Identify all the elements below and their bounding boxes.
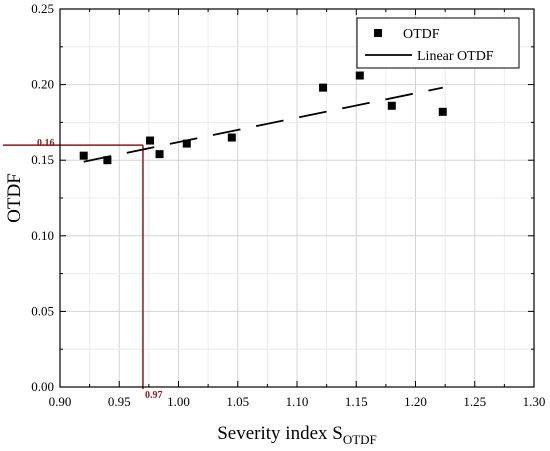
x-tick-label: 1.15 [345,394,368,409]
data-point [438,107,447,116]
data-point [79,151,88,160]
x-tick-label: 1.00 [167,394,190,409]
x-tick-label: 1.30 [523,394,546,409]
annotation-guides [3,144,144,389]
y-tick-label: 0.10 [31,228,54,243]
data-point [355,71,364,80]
y-tick-label: 0.00 [31,379,54,394]
annotation-label-x: 0.97 [145,390,163,401]
legend-label-linear-otdf: Linear OTDF [417,49,494,64]
x-tick-label: 1.25 [463,394,486,409]
legend: OTDF Linear OTDF [356,17,520,69]
legend-square-marker-icon [374,29,382,37]
x-axis-title-subscript: OTDF [343,432,377,447]
x-tick-label: 1.05 [226,394,249,409]
data-point [227,133,236,142]
axis-ticks: 0.90 0.95 1.00 1.05 1.10 1.15 1.20 1.25 1.30 0.00… [31,1,545,409]
x-tick-label: 0.95 [108,394,131,409]
x-axis-title: Severity index SOTDF [217,423,377,447]
data-point [146,136,155,145]
data-point [103,156,112,165]
data-points [79,71,447,165]
y-tick-label: 0.25 [31,1,54,16]
y-tick-label: 0.20 [31,77,54,92]
x-tick-label: 1.20 [404,394,427,409]
y-tick-label: 0.15 [31,152,54,167]
y-axis-title: OTDF [4,173,25,223]
annotation-labels: 0.16 0.97 [37,138,162,401]
x-tick-label: 1.10 [286,394,309,409]
linear-fit-segment [83,86,443,163]
y-tick-label: 0.05 [31,303,54,318]
annotation-label-y: 0.16 [37,138,55,149]
linear-fit-line [83,86,443,163]
data-point [182,139,191,148]
data-point [387,101,396,110]
legend-label-otdf: OTDF [403,27,440,42]
data-point [155,150,164,159]
data-point [319,83,328,92]
x-tick-label: 0.90 [49,394,72,409]
x-axis-title-main: Severity index S [217,423,343,444]
legend-box [356,17,520,69]
